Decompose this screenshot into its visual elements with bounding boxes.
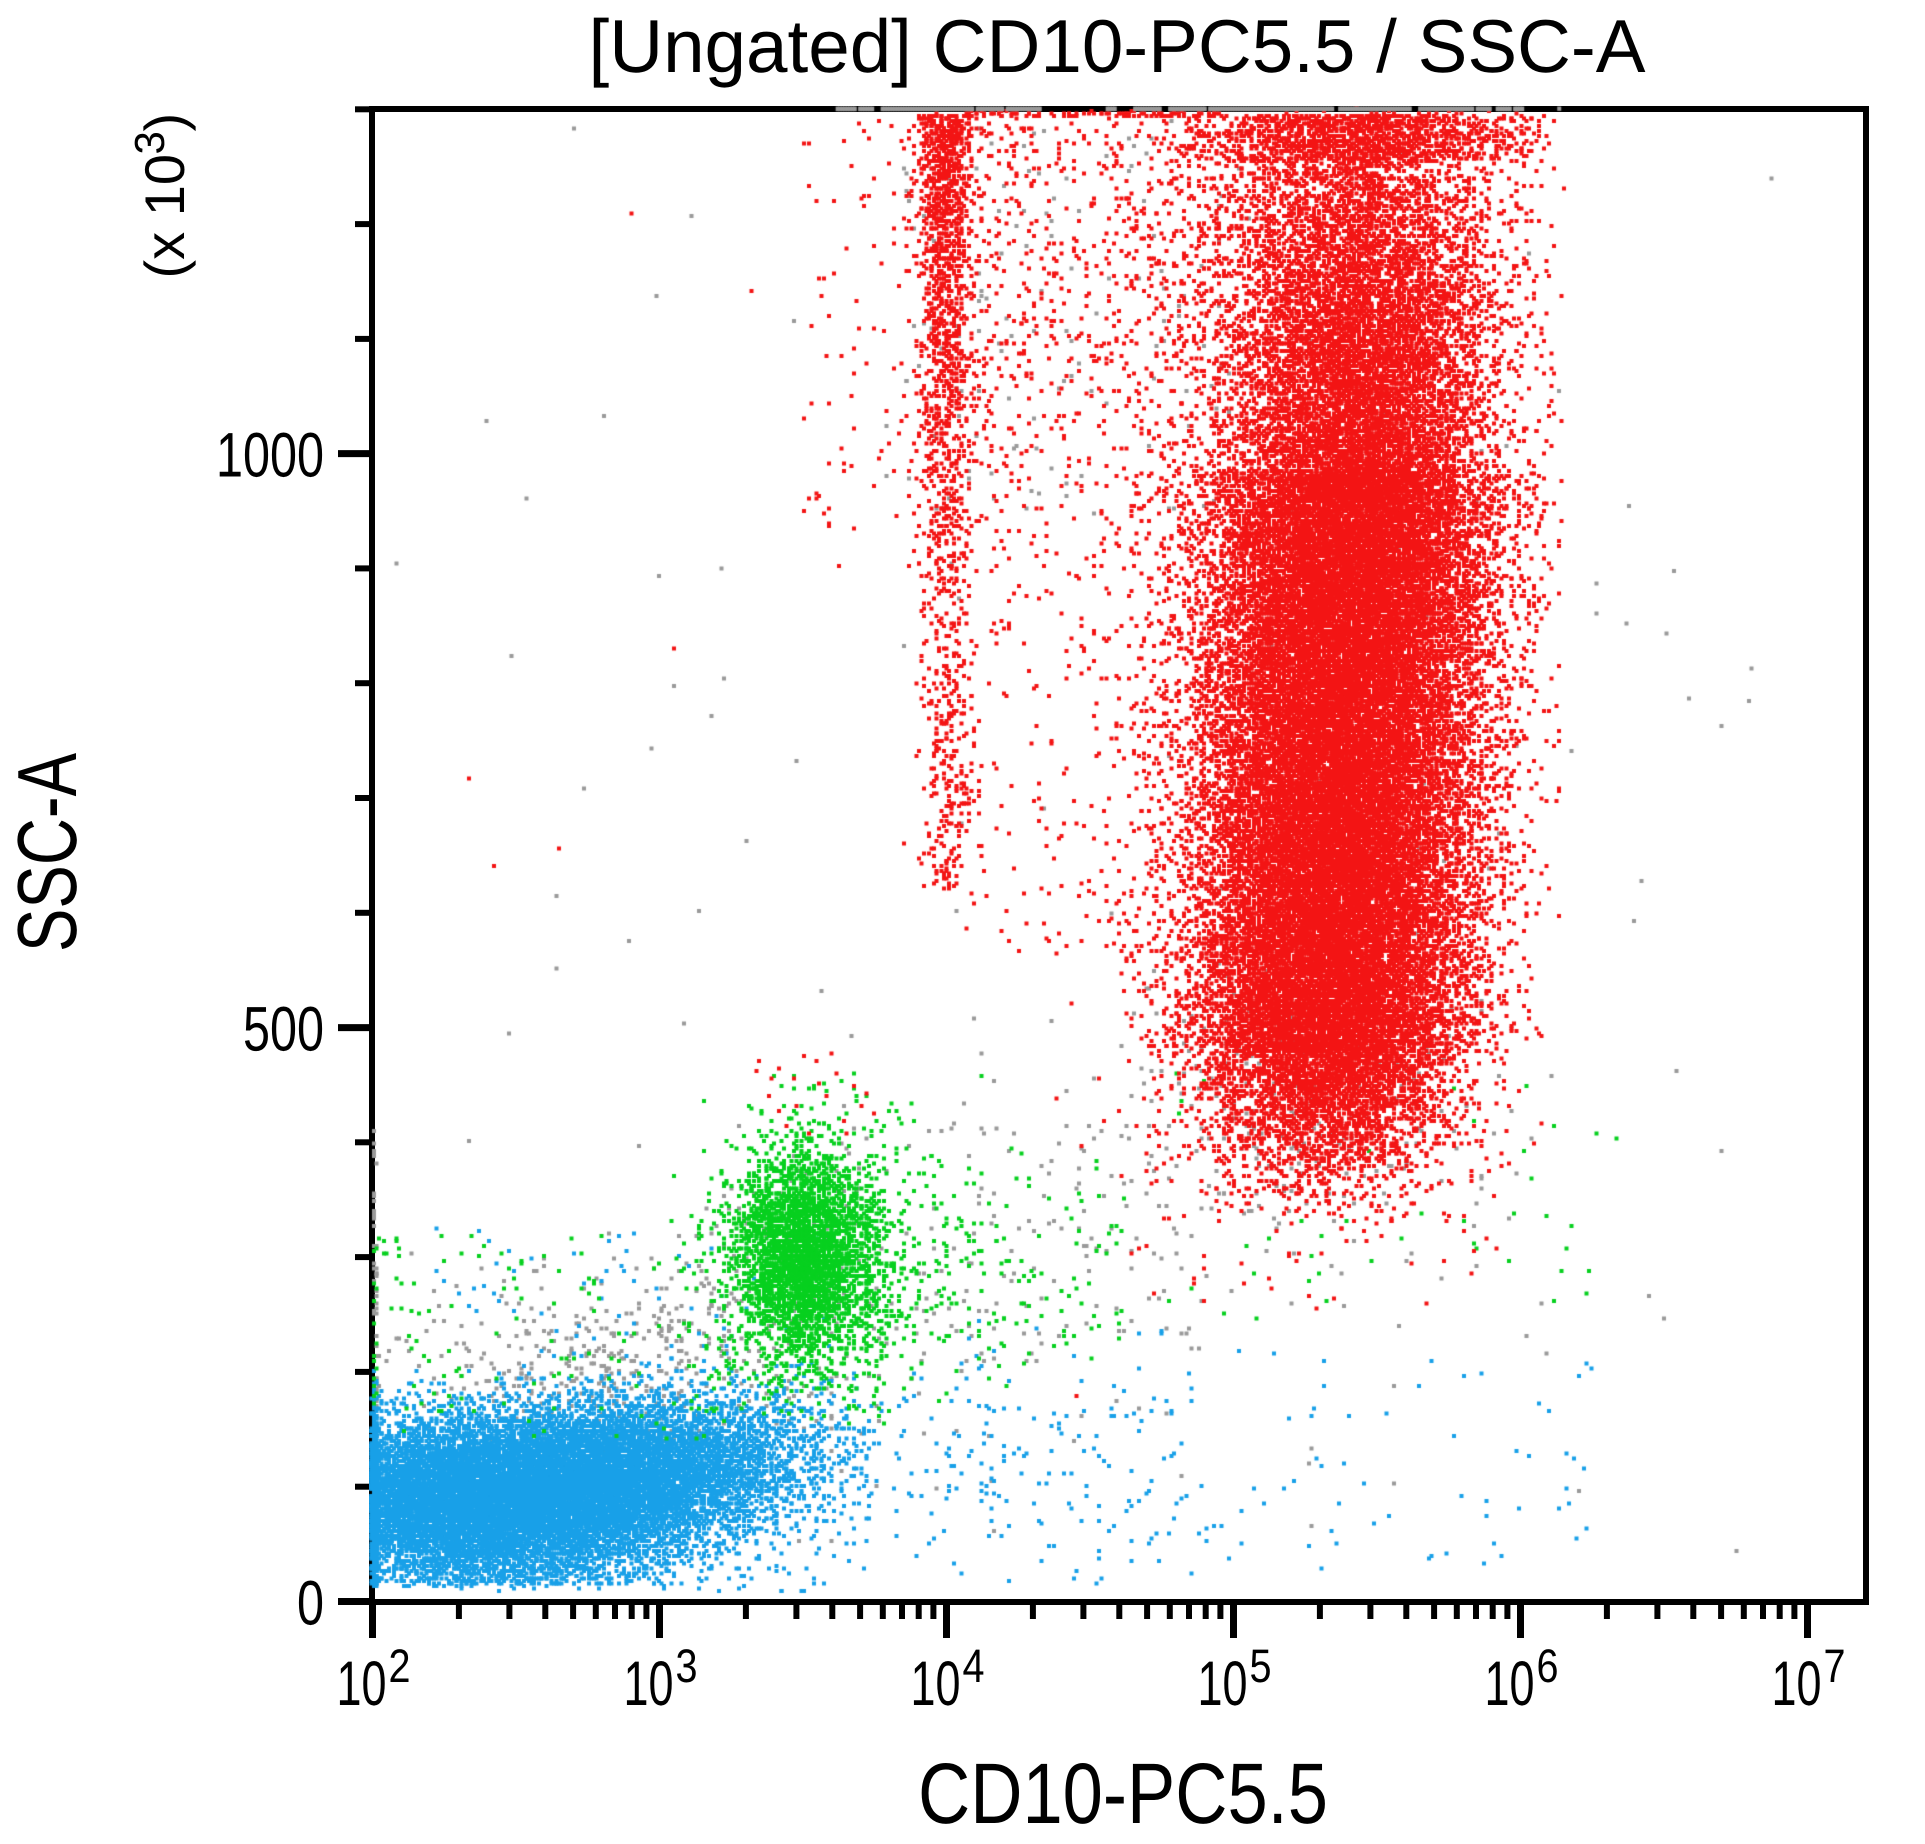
svg-text:10: 10 <box>624 1649 674 1719</box>
svg-text:10: 10 <box>337 1649 387 1719</box>
svg-text:10: 10 <box>1772 1649 1822 1719</box>
svg-text:SSC-A: SSC-A <box>0 753 94 952</box>
svg-text:CD10-PC5.5: CD10-PC5.5 <box>918 1746 1328 1842</box>
svg-text:3: 3 <box>676 1639 698 1692</box>
svg-text:500: 500 <box>243 995 324 1065</box>
svg-text:7: 7 <box>1824 1639 1846 1692</box>
svg-text:10: 10 <box>1485 1649 1535 1719</box>
svg-text:4: 4 <box>963 1639 985 1692</box>
svg-text:10: 10 <box>911 1649 961 1719</box>
svg-text:2: 2 <box>389 1639 411 1692</box>
svg-text:0: 0 <box>297 1569 324 1639</box>
svg-text:3: 3 <box>126 131 173 154</box>
svg-text:1000: 1000 <box>216 421 324 491</box>
svg-text:5: 5 <box>1250 1639 1272 1692</box>
svg-text:6: 6 <box>1537 1639 1559 1692</box>
svg-text:): ) <box>133 113 196 132</box>
svg-text:[Ungated] CD10-PC5.5 / SSC-A: [Ungated] CD10-PC5.5 / SSC-A <box>589 4 1646 88</box>
svg-text:10: 10 <box>1198 1649 1248 1719</box>
svg-text:(x 10: (x 10 <box>133 154 196 279</box>
